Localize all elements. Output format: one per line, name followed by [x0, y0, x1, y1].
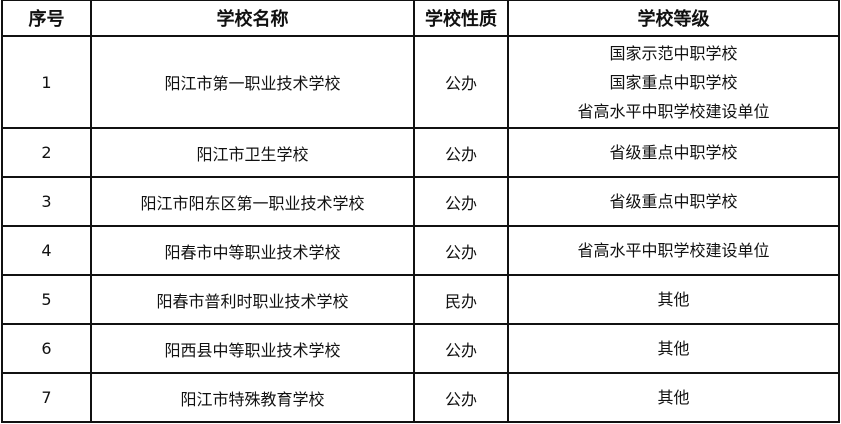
header-level: 学校等级	[507, 0, 840, 37]
cell-name: 阳江市第一职业技术学校	[90, 35, 415, 129]
cell-type: 公办	[413, 225, 509, 276]
level-item: 省级重点中职学校	[609, 192, 738, 211]
cell-level: 其他	[507, 323, 840, 374]
cell-type: 公办	[413, 127, 509, 178]
level-item: 省高水平中职学校建设单位	[577, 101, 770, 121]
level-item: 省级重点中职学校	[609, 143, 738, 162]
cell-level: 省高水平中职学校建设单位	[507, 225, 840, 276]
cell-type: 公办	[413, 372, 509, 423]
table-row: 6 阳西县中等职业技术学校 公办 其他	[1, 323, 840, 374]
table-row: 4 阳春市中等职业技术学校 公办 省高水平中职学校建设单位	[1, 225, 840, 276]
table-row: 5 阳春市普利时职业技术学校 民办 其他	[1, 274, 840, 325]
header-type: 学校性质	[413, 0, 509, 37]
cell-type: 公办	[413, 323, 509, 374]
level-item: 国家示范中职学校	[609, 43, 738, 63]
header-no: 序号	[1, 0, 92, 37]
level-item: 其他	[657, 290, 690, 309]
cell-level: 省级重点中职学校	[507, 176, 840, 227]
cell-name: 阳西县中等职业技术学校	[90, 323, 415, 374]
cell-name: 阳江市卫生学校	[90, 127, 415, 178]
cell-no: 6	[1, 323, 92, 374]
table-row: 7 阳江市特殊教育学校 公办 其他	[1, 372, 840, 423]
cell-no: 3	[1, 176, 92, 227]
table-row: 3 阳江市阳东区第一职业技术学校 公办 省级重点中职学校	[1, 176, 840, 227]
level-item: 其他	[657, 388, 690, 407]
cell-type: 民办	[413, 274, 509, 325]
level-item: 省高水平中职学校建设单位	[577, 241, 770, 260]
level-item: 国家重点中职学校	[609, 72, 738, 92]
cell-level: 其他	[507, 372, 840, 423]
cell-name: 阳江市阳东区第一职业技术学校	[90, 176, 415, 227]
cell-no: 5	[1, 274, 92, 325]
cell-no: 7	[1, 372, 92, 423]
cell-name: 阳江市特殊教育学校	[90, 372, 415, 423]
table-row: 2 阳江市卫生学校 公办 省级重点中职学校	[1, 127, 840, 178]
cell-type: 公办	[413, 176, 509, 227]
cell-level: 国家示范中职学校 国家重点中职学校省高水平中职学校建设单位	[507, 35, 840, 129]
header-row: 序号 学校名称 学校性质 学校等级	[1, 0, 840, 37]
cell-no: 1	[1, 35, 92, 129]
table-row: 1 阳江市第一职业技术学校 公办 国家示范中职学校 国家重点中职学校 省高水平中职学校建设…	[1, 35, 840, 129]
cell-no: 4	[1, 225, 92, 276]
cell-name: 阳春市普利时职业技术学校	[90, 274, 415, 325]
cell-no: 2	[1, 127, 92, 178]
cell-level: 其他	[507, 274, 840, 325]
header-name: 学校名称	[90, 0, 415, 37]
cell-type: 公办	[413, 35, 509, 129]
level-item: 其他	[657, 339, 690, 358]
cell-level: 省级重点中职学校	[507, 127, 840, 178]
cell-name: 阳春市中等职业技术学校	[90, 225, 415, 276]
